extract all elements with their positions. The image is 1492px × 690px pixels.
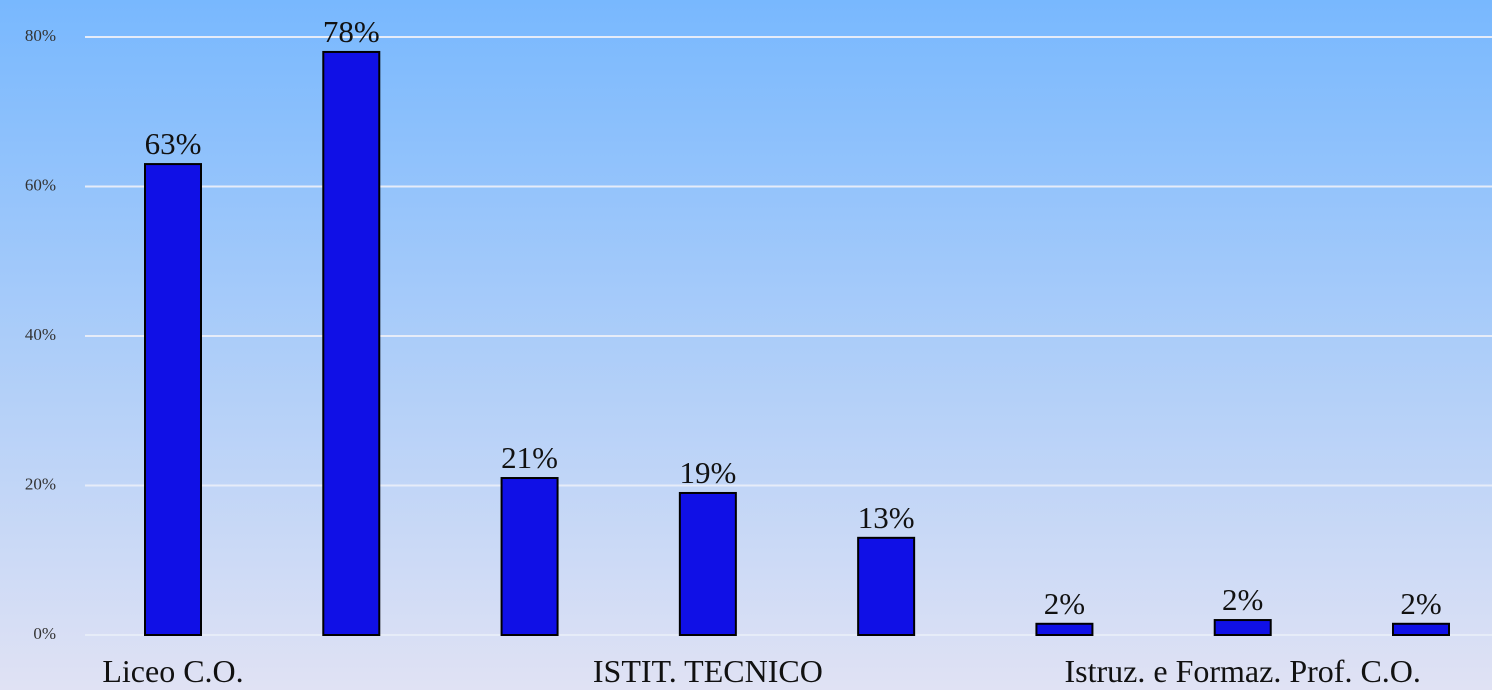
bar: [1392, 622, 1450, 636]
value-label: 21%: [501, 440, 558, 475]
x-tick-label: Liceo C.O.: [102, 653, 243, 689]
value-label: 63%: [145, 126, 202, 161]
y-tick-label: 80%: [25, 26, 56, 45]
value-label: 2%: [1400, 586, 1441, 621]
value-label: 13%: [858, 500, 915, 535]
value-label: 78%: [323, 14, 380, 49]
x-tick-label: Istruz. e Formaz. Prof. C.O.: [1065, 653, 1421, 689]
bar: [1213, 619, 1272, 636]
value-label: 2%: [1222, 582, 1263, 617]
bar: [857, 536, 916, 637]
bar: [322, 50, 381, 636]
value-label: 2%: [1044, 586, 1085, 621]
bar: [678, 491, 737, 636]
y-tick-label: 40%: [25, 325, 56, 344]
y-tick-label: 20%: [25, 474, 56, 493]
y-tick-label: 0%: [33, 624, 56, 643]
value-label: 19%: [679, 455, 736, 490]
bar: [144, 163, 202, 636]
bar: [500, 477, 559, 636]
y-tick-label: 60%: [25, 175, 56, 194]
x-tick-label: ISTIT. TECNICO: [593, 653, 823, 689]
bar: [1035, 622, 1094, 636]
